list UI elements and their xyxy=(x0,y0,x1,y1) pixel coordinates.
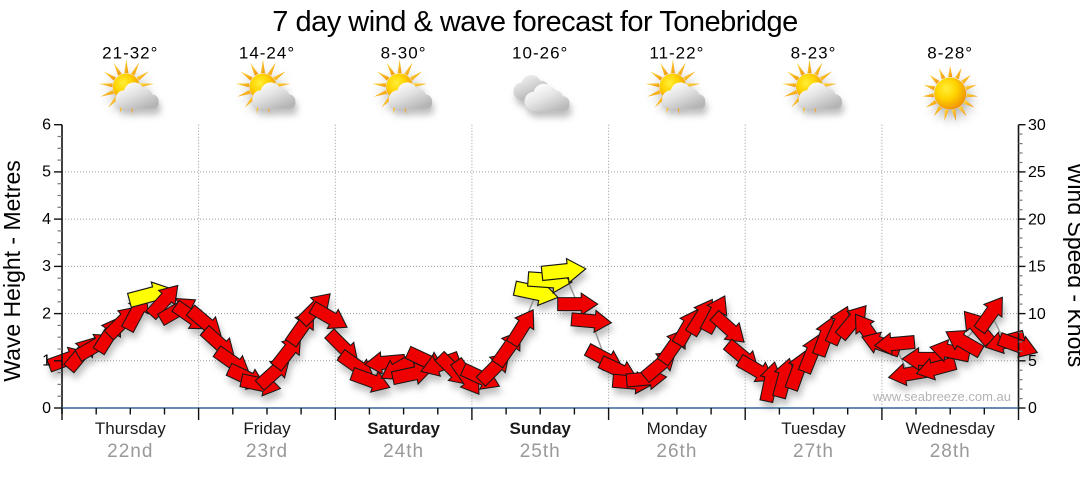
svg-text:3: 3 xyxy=(42,258,51,275)
svg-text:14-24°: 14-24° xyxy=(239,44,295,63)
svg-text:11-22°: 11-22° xyxy=(649,44,704,63)
svg-text:Sunday: Sunday xyxy=(509,419,571,438)
svg-text:27th: 27th xyxy=(793,441,834,462)
svg-text:15: 15 xyxy=(1028,259,1046,276)
svg-text:23rd: 23rd xyxy=(246,441,288,462)
svg-text:21-32°: 21-32° xyxy=(102,44,158,63)
svg-text:Wednesday: Wednesday xyxy=(905,419,995,438)
svg-text:0: 0 xyxy=(1028,400,1037,417)
svg-text:6: 6 xyxy=(42,117,51,134)
svg-text:26th: 26th xyxy=(656,441,697,462)
svg-text:1: 1 xyxy=(42,353,51,370)
svg-text:Monday: Monday xyxy=(647,419,708,438)
svg-text:4: 4 xyxy=(42,211,51,228)
svg-text:8-28°: 8-28° xyxy=(927,44,973,63)
svg-text:8-23°: 8-23° xyxy=(791,44,837,63)
svg-text:Saturday: Saturday xyxy=(367,419,440,438)
svg-text:7 day wind & wave forecast for: 7 day wind & wave forecast for Tonebridg… xyxy=(272,6,797,38)
svg-text:Thursday: Thursday xyxy=(95,419,166,438)
svg-text:10-26°: 10-26° xyxy=(512,44,568,63)
svg-text:20: 20 xyxy=(1028,211,1046,228)
svg-text:25: 25 xyxy=(1028,164,1046,181)
svg-text:22nd: 22nd xyxy=(107,441,153,462)
svg-text:25th: 25th xyxy=(520,441,561,462)
svg-text:5: 5 xyxy=(42,164,51,181)
svg-text:0: 0 xyxy=(42,400,51,417)
svg-text:Wind Speed - Knots: Wind Speed - Knots xyxy=(1063,163,1080,368)
svg-text:www.seabreeze.com.au: www.seabreeze.com.au xyxy=(872,389,1011,404)
svg-text:Friday: Friday xyxy=(243,419,291,438)
svg-text:24th: 24th xyxy=(383,441,424,462)
svg-text:10: 10 xyxy=(1028,306,1046,323)
svg-text:Tuesday: Tuesday xyxy=(781,419,846,438)
svg-text:30: 30 xyxy=(1028,117,1046,134)
svg-text:8-30°: 8-30° xyxy=(381,44,427,63)
svg-text:5: 5 xyxy=(1028,353,1037,370)
svg-text:28th: 28th xyxy=(930,441,971,462)
svg-text:2: 2 xyxy=(42,305,51,322)
svg-text:Wave Height - Metres: Wave Height - Metres xyxy=(0,160,25,382)
